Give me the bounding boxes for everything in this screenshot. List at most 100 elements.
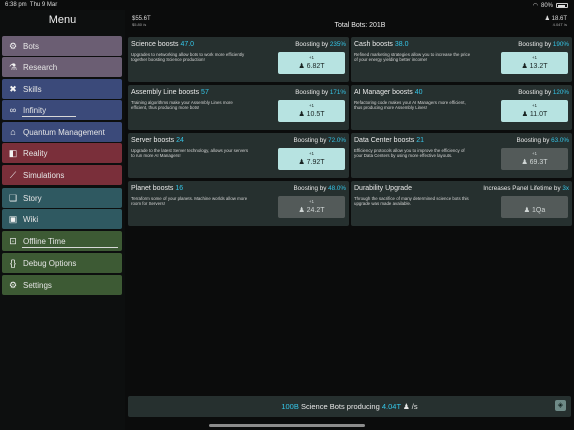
sidebar-item-label: Infinity	[23, 105, 47, 115]
progress-bar	[22, 247, 118, 248]
cube-icon[interactable]: ◈	[555, 400, 566, 411]
sidebar-item-simulations[interactable]: ⟋ Simulations	[2, 165, 122, 185]
boost-info: Boosting by 120%	[518, 89, 569, 96]
flask-icon: ⚗	[8, 61, 18, 72]
upgrade-description: Refined marketing strategies allow you t…	[354, 52, 471, 63]
buy-amount: +1	[531, 151, 538, 156]
sidebar-item-infinity[interactable]: ∞ Infinity	[2, 100, 122, 120]
upgrade-name: AI Manager boosts 40	[354, 89, 423, 96]
cash-rate: $5.80 /s	[132, 22, 147, 27]
buy-upgrade-button[interactable]: +1 ♟ 10.5T	[278, 100, 345, 122]
boost-value: 190%	[552, 41, 569, 48]
boost-value: 171%	[329, 89, 346, 96]
infinity-icon: ∞	[9, 105, 17, 115]
boost-info: Boosting by 235%	[295, 41, 346, 48]
production-bar: 100B Science Bots producing 4.04T ♟ /s ◈	[128, 396, 571, 417]
sidebar-item-reality[interactable]: ◧ Reality	[2, 143, 122, 163]
upgrade-name: Science boosts 47.0	[131, 41, 195, 48]
sidebar-item-skills[interactable]: ✖ Skills	[2, 79, 122, 99]
boost-info: Boosting by 72.0%	[293, 137, 346, 144]
buy-cost: ♟ 11.0T	[521, 111, 548, 118]
buy-upgrade-button[interactable]: ♟ 1Qa	[501, 196, 568, 218]
upgrade-level: 38.0	[394, 41, 409, 48]
buy-amount: +1	[531, 103, 538, 108]
gear-icon: ⚙	[8, 279, 18, 290]
upgrade-name: Planet boosts 16	[131, 185, 184, 192]
upgrade-card: Assembly Line boosts 57 Boosting by 171% T…	[128, 85, 349, 130]
sidebar-item-label: Wiki	[23, 214, 39, 224]
upgrade-name: Durability Upgrade	[354, 185, 412, 192]
sidebar-item-label: Debug Options	[23, 258, 77, 268]
buy-upgrade-button[interactable]: +1 ♟ 7.92T	[278, 148, 345, 170]
sidebar-item-label: Quantum Management	[23, 127, 105, 137]
robot-icon: ⚙	[8, 40, 18, 51]
upgrade-description: Through the sacrifice of many determined…	[354, 196, 469, 207]
sidebar-item-label: Story	[23, 193, 42, 203]
upgrade-description: Refactoring code makes your AI Managers …	[354, 100, 466, 111]
menu-title: Menu	[48, 14, 77, 26]
progress-bar	[22, 116, 76, 117]
upgrade-level: 24	[176, 137, 184, 144]
boost-value: 3x	[562, 185, 569, 192]
boost-info: Boosting by 190%	[518, 41, 569, 48]
sidebar-item-wiki[interactable]: ▣ Wiki	[2, 209, 122, 229]
upgrade-card: AI Manager boosts 40 Boosting by 120% Refa…	[351, 85, 572, 130]
upgrade-level: 16	[175, 185, 184, 192]
upgrade-card: Science boosts 47.0 Boosting by 235% Upgra…	[128, 37, 349, 82]
buy-amount: +1	[308, 199, 315, 204]
production-label: Science Bots producing	[300, 402, 380, 411]
buy-upgrade-button[interactable]: +1 ♟ 69.3T	[501, 148, 568, 170]
buy-cost: ♟ 7.92T	[298, 159, 325, 166]
sidebar-item-offline-time[interactable]: ⊡ Offline Time	[2, 231, 122, 251]
upgrade-card: Data Center boosts 21 Boosting by 63.0% Ef…	[351, 133, 572, 178]
buy-cost: ♟ 13.2T	[521, 63, 548, 70]
reality-icon: ◧	[8, 147, 18, 158]
sidebar-item-bots[interactable]: ⚙ Bots	[2, 36, 122, 56]
wiki-icon: ▣	[8, 213, 18, 224]
sidebar-item-settings[interactable]: ⚙ Settings	[2, 275, 122, 295]
buy-cost: ♟ 10.5T	[298, 111, 325, 118]
boost-value: 63.0%	[551, 137, 569, 144]
offline-icon: ⊡	[9, 235, 17, 246]
boost-info: Boosting by 171%	[295, 89, 346, 96]
buy-amount: +1	[531, 55, 538, 60]
battery-icon	[556, 3, 568, 8]
buy-cost: ♟ 69.3T	[521, 159, 548, 166]
upgrade-level: 21	[416, 137, 425, 144]
sidebar-item-research[interactable]: ⚗ Research	[2, 57, 122, 77]
upgrade-level: 57	[201, 89, 209, 96]
buy-upgrade-button[interactable]: +1 ♟ 11.0T	[501, 100, 568, 122]
upgrade-card: Planet boosts 16 Boosting by 48.0% Terrafo…	[128, 181, 349, 226]
upgrade-card: Durability Upgrade Increases Panel Lifet…	[351, 181, 572, 226]
boost-info: Increases Panel Lifetime by 3x	[483, 185, 569, 192]
sidebar-item-label: Skills	[23, 84, 42, 94]
boost-info: Boosting by 63.0%	[516, 137, 569, 144]
upgrade-description: Terraform some of your planets. Machine …	[131, 196, 248, 207]
boost-value: 235%	[329, 41, 346, 48]
sidebar-item-quantum-management[interactable]: ⌂ Quantum Management	[2, 122, 122, 142]
book-icon: ❑	[8, 192, 18, 203]
upgrade-level: 47.0	[180, 41, 195, 48]
buy-amount: +1	[308, 151, 315, 156]
science-rate: 4.04T /s	[552, 22, 567, 27]
sidebar-item-label: Offline Time	[23, 236, 66, 246]
buy-cost: ♟ 6.82T	[298, 63, 325, 70]
buy-upgrade-button[interactable]: +1 ♟ 6.82T	[278, 52, 345, 74]
upgrade-name: Assembly Line boosts 57	[131, 89, 209, 96]
sidebar-item-debug-options[interactable]: {} Debug Options	[2, 253, 122, 273]
production-text: 100B Science Bots producing 4.04T ♟ /s	[128, 402, 571, 411]
buy-cost: ♟ 24.2T	[298, 207, 325, 214]
sidebar-item-story[interactable]: ❑ Story	[2, 188, 122, 208]
upgrade-description: Upgrades to networking allow bots to wor…	[131, 52, 245, 63]
graph-icon: ⟋	[9, 169, 17, 180]
upgrade-name: Server boosts 24	[131, 137, 184, 144]
battery-percent: 80%	[540, 2, 553, 9]
buy-upgrade-button[interactable]: +1 ♟ 13.2T	[501, 52, 568, 74]
sidebar-item-label: Reality	[23, 148, 48, 158]
upgrade-description: Efficiency protocols allow you to improv…	[354, 148, 465, 159]
home-indicator	[209, 424, 365, 427]
production-count: 100B	[281, 402, 299, 411]
buy-upgrade-button[interactable]: +1 ♟ 24.2T	[278, 196, 345, 218]
sidebar-item-label: Simulations	[23, 170, 65, 180]
science-value: ♟ 18.6T	[544, 16, 567, 22]
